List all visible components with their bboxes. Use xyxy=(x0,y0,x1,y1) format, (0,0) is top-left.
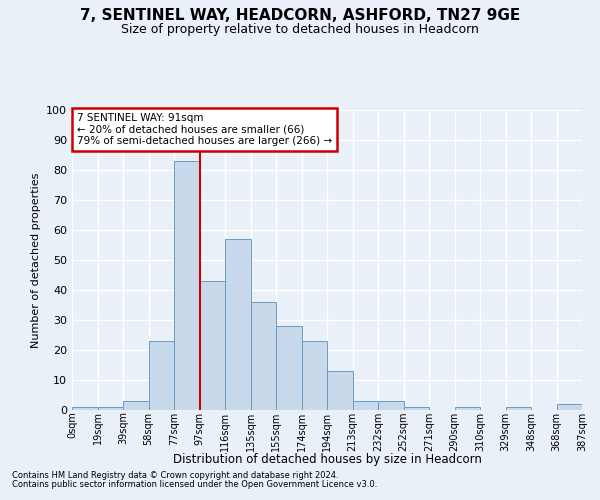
Bar xyxy=(123,401,149,410)
Bar xyxy=(72,407,97,410)
Bar xyxy=(97,407,123,410)
Bar xyxy=(199,281,225,410)
Bar xyxy=(174,161,199,410)
Bar xyxy=(404,407,429,410)
Bar xyxy=(251,302,276,410)
Bar xyxy=(302,341,327,410)
Text: Contains HM Land Registry data © Crown copyright and database right 2024.: Contains HM Land Registry data © Crown c… xyxy=(12,471,338,480)
Y-axis label: Number of detached properties: Number of detached properties xyxy=(31,172,41,348)
Text: 7, SENTINEL WAY, HEADCORN, ASHFORD, TN27 9GE: 7, SENTINEL WAY, HEADCORN, ASHFORD, TN27… xyxy=(80,8,520,22)
Bar xyxy=(149,341,174,410)
Bar xyxy=(225,239,251,410)
Bar xyxy=(276,326,302,410)
Bar xyxy=(327,371,353,410)
Text: 7 SENTINEL WAY: 91sqm
← 20% of detached houses are smaller (66)
79% of semi-deta: 7 SENTINEL WAY: 91sqm ← 20% of detached … xyxy=(77,113,332,146)
Text: Size of property relative to detached houses in Headcorn: Size of property relative to detached ho… xyxy=(121,22,479,36)
Bar xyxy=(557,404,582,410)
Text: Contains public sector information licensed under the Open Government Licence v3: Contains public sector information licen… xyxy=(12,480,377,489)
Bar xyxy=(378,401,404,410)
Bar xyxy=(353,401,378,410)
Bar xyxy=(455,407,480,410)
Text: Distribution of detached houses by size in Headcorn: Distribution of detached houses by size … xyxy=(173,452,481,466)
Bar xyxy=(505,407,531,410)
